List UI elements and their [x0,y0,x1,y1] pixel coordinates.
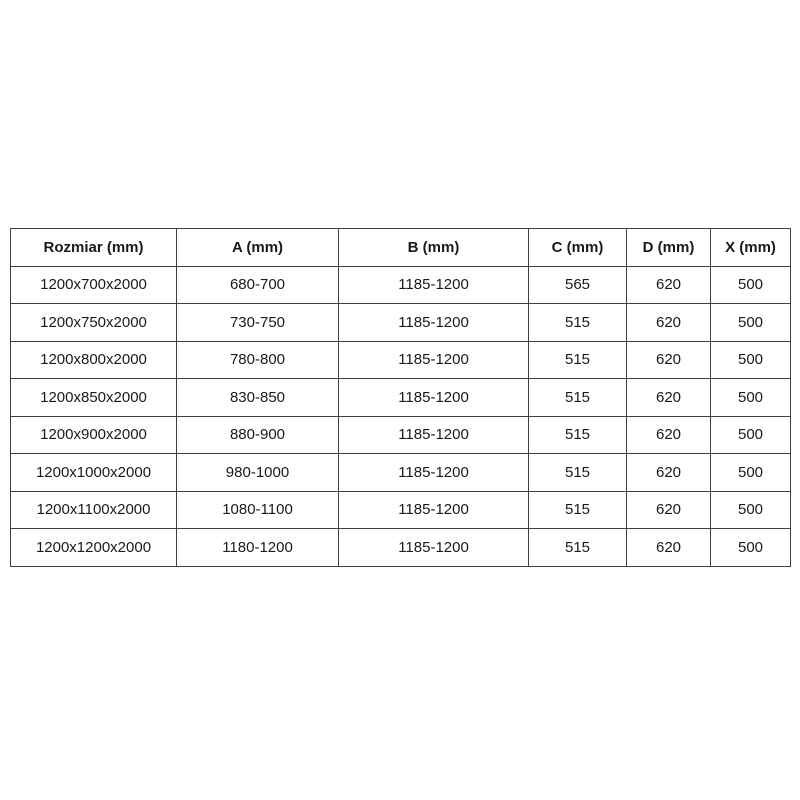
size-spec-table-container: Rozmiar (mm) A (mm) B (mm) C (mm) D (mm) X (m… [10,228,791,567]
table-cell: 620 [626,490,711,529]
table-row: 1200x750x2000 730-750 1185-1200 515 620 500 [10,303,791,342]
table-cell: 1200x1000x2000 [10,453,177,492]
table-header-row: Rozmiar (mm) A (mm) B (mm) C (mm) D (mm) X (m… [10,228,791,267]
table-cell: 1180-1200 [176,528,339,567]
table-row: 1200x700x2000 680-700 1185-1200 565 620 500 [10,265,791,304]
table-cell: 980-1000 [176,453,339,492]
table-row: 1200x900x2000 880-900 1185-1200 515 620 500 [10,415,791,454]
table-cell: 620 [626,528,711,567]
table-cell: 620 [626,265,711,304]
size-spec-table: Rozmiar (mm) A (mm) B (mm) C (mm) D (mm) X (m… [10,228,791,567]
table-cell: 1200x1100x2000 [10,490,177,529]
column-header: D (mm) [626,228,711,267]
table-cell: 565 [528,265,627,304]
table-cell: 515 [528,415,627,454]
column-header: A (mm) [176,228,339,267]
table-cell: 830-850 [176,378,339,417]
table-cell: 1185-1200 [338,303,529,342]
table-cell: 1200x1200x2000 [10,528,177,567]
table-row: 1200x1100x2000 1080-1100 1185-1200 515 620 50… [10,490,791,529]
column-header: B (mm) [338,228,529,267]
table-cell: 730-750 [176,303,339,342]
table-cell: 500 [710,378,791,417]
table-cell: 515 [528,490,627,529]
table-cell: 500 [710,528,791,567]
table-cell: 680-700 [176,265,339,304]
table-cell: 1200x700x2000 [10,265,177,304]
table-cell: 620 [626,453,711,492]
column-header: Rozmiar (mm) [10,228,177,267]
table-cell: 620 [626,415,711,454]
table-cell: 515 [528,340,627,379]
table-cell: 500 [710,303,791,342]
table-cell: 1200x900x2000 [10,415,177,454]
table-cell: 500 [710,340,791,379]
table-row: 1200x1000x2000 980-1000 1185-1200 515 620 500 [10,453,791,492]
table-row: 1200x800x2000 780-800 1185-1200 515 620 500 [10,340,791,379]
table-cell: 1185-1200 [338,453,529,492]
column-header: X (mm) [710,228,791,267]
table-cell: 1185-1200 [338,490,529,529]
table-cell: 1185-1200 [338,378,529,417]
table-cell: 620 [626,378,711,417]
table-cell: 1185-1200 [338,340,529,379]
table-cell: 880-900 [176,415,339,454]
table-body: 1200x700x2000 680-700 1185-1200 565 620 500 12… [10,265,791,567]
table-row: 1200x1200x2000 1180-1200 1185-1200 515 620 50… [10,528,791,567]
table-cell: 1185-1200 [338,265,529,304]
table-cell: 1185-1200 [338,415,529,454]
table-cell: 1200x750x2000 [10,303,177,342]
table-cell: 1185-1200 [338,528,529,567]
table-cell: 1080-1100 [176,490,339,529]
table-cell: 780-800 [176,340,339,379]
table-cell: 515 [528,453,627,492]
table-cell: 620 [626,340,711,379]
table-cell: 500 [710,415,791,454]
table-cell: 1200x850x2000 [10,378,177,417]
table-cell: 500 [710,490,791,529]
table-cell: 500 [710,453,791,492]
table-cell: 515 [528,378,627,417]
table-row: 1200x850x2000 830-850 1185-1200 515 620 500 [10,378,791,417]
table-cell: 500 [710,265,791,304]
column-header: C (mm) [528,228,627,267]
table-cell: 515 [528,528,627,567]
table-cell: 620 [626,303,711,342]
table-cell: 1200x800x2000 [10,340,177,379]
table-cell: 515 [528,303,627,342]
